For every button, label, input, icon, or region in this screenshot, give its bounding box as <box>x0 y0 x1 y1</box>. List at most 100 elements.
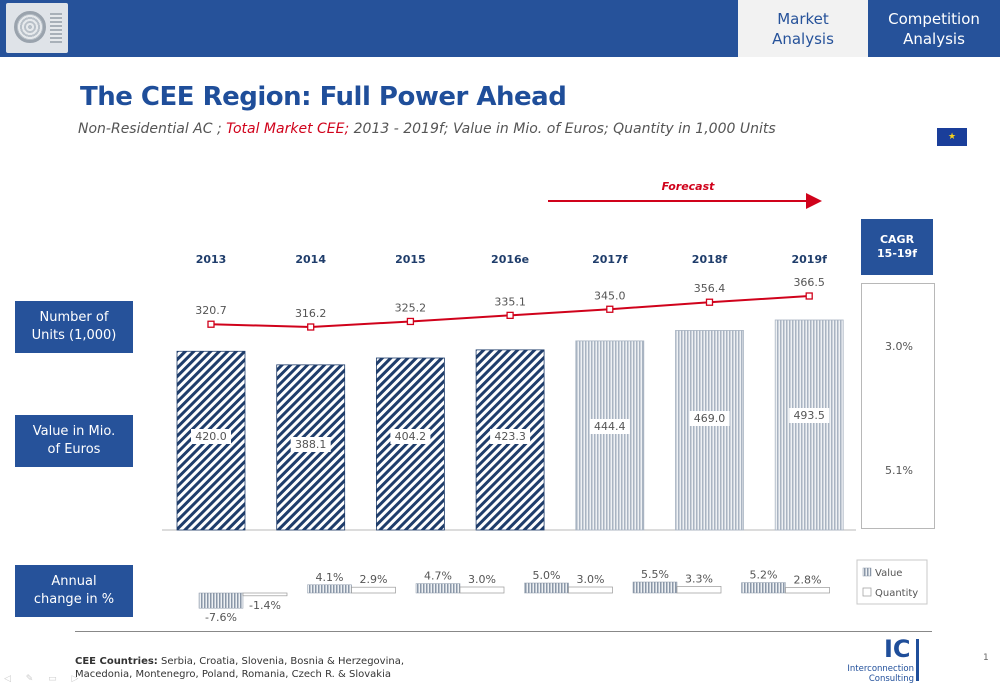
change-quantity-bar <box>676 586 722 594</box>
cagr-header: CAGR 15-19f <box>861 219 933 275</box>
side-label-value: Value in Mio. of Euros <box>15 415 133 467</box>
value-bar <box>475 349 545 531</box>
category-label: 2019f <box>791 253 827 266</box>
change-value-label: 4.7% <box>424 570 452 583</box>
top-bar: Market Analysis Competition Analysis <box>0 0 1000 57</box>
eu-flag-icon: ★ <box>937 128 967 146</box>
category-label: 2015 <box>395 253 426 266</box>
change-quantity-label: -1.4% <box>249 599 281 612</box>
logo-mark: IC <box>884 635 911 663</box>
cagr-value: 5.1% <box>885 464 913 477</box>
side-label-change: Annual change in % <box>15 565 133 617</box>
change-value-label: 4.1% <box>316 571 344 584</box>
value-label: 493.5 <box>793 409 825 422</box>
units-label: 366.5 <box>793 276 825 289</box>
units-line <box>210 295 810 329</box>
change-quantity-bar <box>242 592 288 597</box>
value-bar <box>176 350 246 531</box>
tab-competition-analysis[interactable]: Competition Analysis <box>888 9 980 48</box>
change-quantity-label: 2.8% <box>794 573 822 586</box>
value-bar <box>575 340 645 531</box>
category-label: 2017f <box>592 253 628 266</box>
units-label: 345.0 <box>594 289 626 302</box>
value-bar <box>675 330 744 531</box>
value-label-bg <box>789 408 830 423</box>
value-label: 388.1 <box>295 438 327 451</box>
units-point <box>207 320 215 328</box>
page-title: The CEE Region: Full Power Ahead <box>80 82 567 112</box>
change-value-bar <box>415 583 461 594</box>
category-label: 2018f <box>692 253 728 266</box>
units-label: 356.4 <box>694 282 726 295</box>
change-quantity-label: 3.3% <box>685 572 713 585</box>
subtitle-part-2: Total Market CEE; <box>226 121 350 137</box>
change-value-label: 5.0% <box>533 569 561 582</box>
change-quantity-bar <box>568 586 613 594</box>
value-label-bg <box>290 437 331 452</box>
units-point <box>506 311 514 320</box>
units-point <box>406 317 415 326</box>
units-label: 316.2 <box>295 307 327 320</box>
value-label-bg <box>589 419 630 434</box>
change-quantity-bar <box>785 587 830 594</box>
subtitle-part-3: 2013 - 2019f; Value in Mio. of Euros; Qu… <box>349 121 776 137</box>
legend-quantity-swatch <box>862 587 872 597</box>
value-label: 404.2 <box>395 430 427 443</box>
air-conditioner-logo <box>6 3 68 53</box>
value-bar <box>276 364 346 531</box>
slide-nav-icons[interactable]: ◁ ✎ ▭ ▷ <box>4 674 85 684</box>
side-label-units: Number of Units (1,000) <box>15 301 133 353</box>
value-label: 423.3 <box>494 430 526 443</box>
subtitle-part-1: Non-Residential AC ; <box>78 121 227 137</box>
cagr-box: 3.0% 5.1% <box>861 283 935 529</box>
category-label: 2013 <box>196 253 227 266</box>
value-label-bg <box>490 429 531 444</box>
tab-market-analysis[interactable]: Market Analysis <box>738 0 868 57</box>
change-value-bar <box>198 592 244 609</box>
legend-value-label: Value <box>875 568 902 579</box>
logo-bar <box>916 639 919 681</box>
change-value-bar <box>524 582 569 594</box>
units-point <box>606 305 614 313</box>
value-label-bg <box>390 429 431 444</box>
cagr-quantity: 3.0% <box>885 340 913 353</box>
change-quantity-label: 3.0% <box>577 573 605 586</box>
units-label: 325.2 <box>395 301 427 314</box>
units-label: 320.7 <box>195 304 227 317</box>
change-value-label: 5.2% <box>750 569 778 582</box>
value-bar <box>774 319 844 531</box>
footer-divider <box>75 631 932 632</box>
category-label: 2014 <box>295 253 326 266</box>
change-quantity-bar <box>459 586 505 594</box>
company-logo: IC Interconnection Consulting <box>838 635 922 685</box>
value-label-bg <box>191 429 231 444</box>
change-legend-box <box>856 559 928 605</box>
page-subtitle: Non-Residential AC ; Total Market CEE; 2… <box>78 121 776 137</box>
change-value-label: 5.5% <box>641 568 669 581</box>
legend-quantity-label: Quantity <box>875 588 918 599</box>
forecast-label: Forecast <box>662 180 716 193</box>
value-label: 444.4 <box>594 420 626 433</box>
legend-value-swatch <box>862 567 872 577</box>
footer-countries: CEE Countries: Serbia, Croatia, Slovenia… <box>75 655 435 681</box>
units-point <box>705 298 714 306</box>
change-quantity-label: 2.9% <box>360 573 388 586</box>
change-value-bar <box>307 584 352 594</box>
change-value-bar <box>632 581 678 594</box>
fan-icon <box>14 11 46 43</box>
value-label-bg <box>689 411 730 426</box>
logo-name: Interconnection Consulting <box>847 664 914 684</box>
change-quantity-bar <box>351 586 396 594</box>
value-label: 420.0 <box>195 430 227 443</box>
footer-label: CEE Countries: <box>75 656 158 667</box>
page-number: 1 <box>983 653 989 663</box>
units-point <box>307 323 315 331</box>
category-label: 2016e <box>491 253 529 266</box>
grill-icon <box>50 13 62 43</box>
change-value-bar <box>741 582 786 594</box>
change-quantity-label: 3.0% <box>468 573 496 586</box>
units-point <box>805 292 813 300</box>
change-value-label: -7.6% <box>205 611 237 624</box>
value-label: 469.0 <box>694 412 726 425</box>
footer-country-list: Serbia, Croatia, Slovenia, Bosnia & Herz… <box>75 656 405 680</box>
